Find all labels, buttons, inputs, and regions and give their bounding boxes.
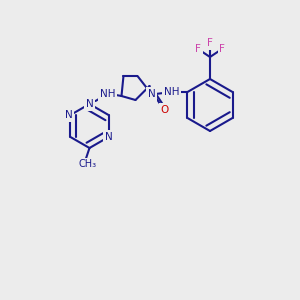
Text: NH: NH bbox=[164, 87, 179, 97]
Text: N: N bbox=[148, 89, 155, 99]
Text: F: F bbox=[219, 44, 225, 54]
Text: F: F bbox=[195, 44, 201, 54]
Text: CH₃: CH₃ bbox=[78, 159, 97, 169]
Text: NH: NH bbox=[100, 89, 115, 99]
Text: N: N bbox=[105, 132, 112, 142]
Text: N: N bbox=[64, 110, 72, 120]
Text: F: F bbox=[207, 38, 213, 48]
Text: O: O bbox=[160, 105, 169, 115]
Text: N: N bbox=[85, 99, 93, 109]
